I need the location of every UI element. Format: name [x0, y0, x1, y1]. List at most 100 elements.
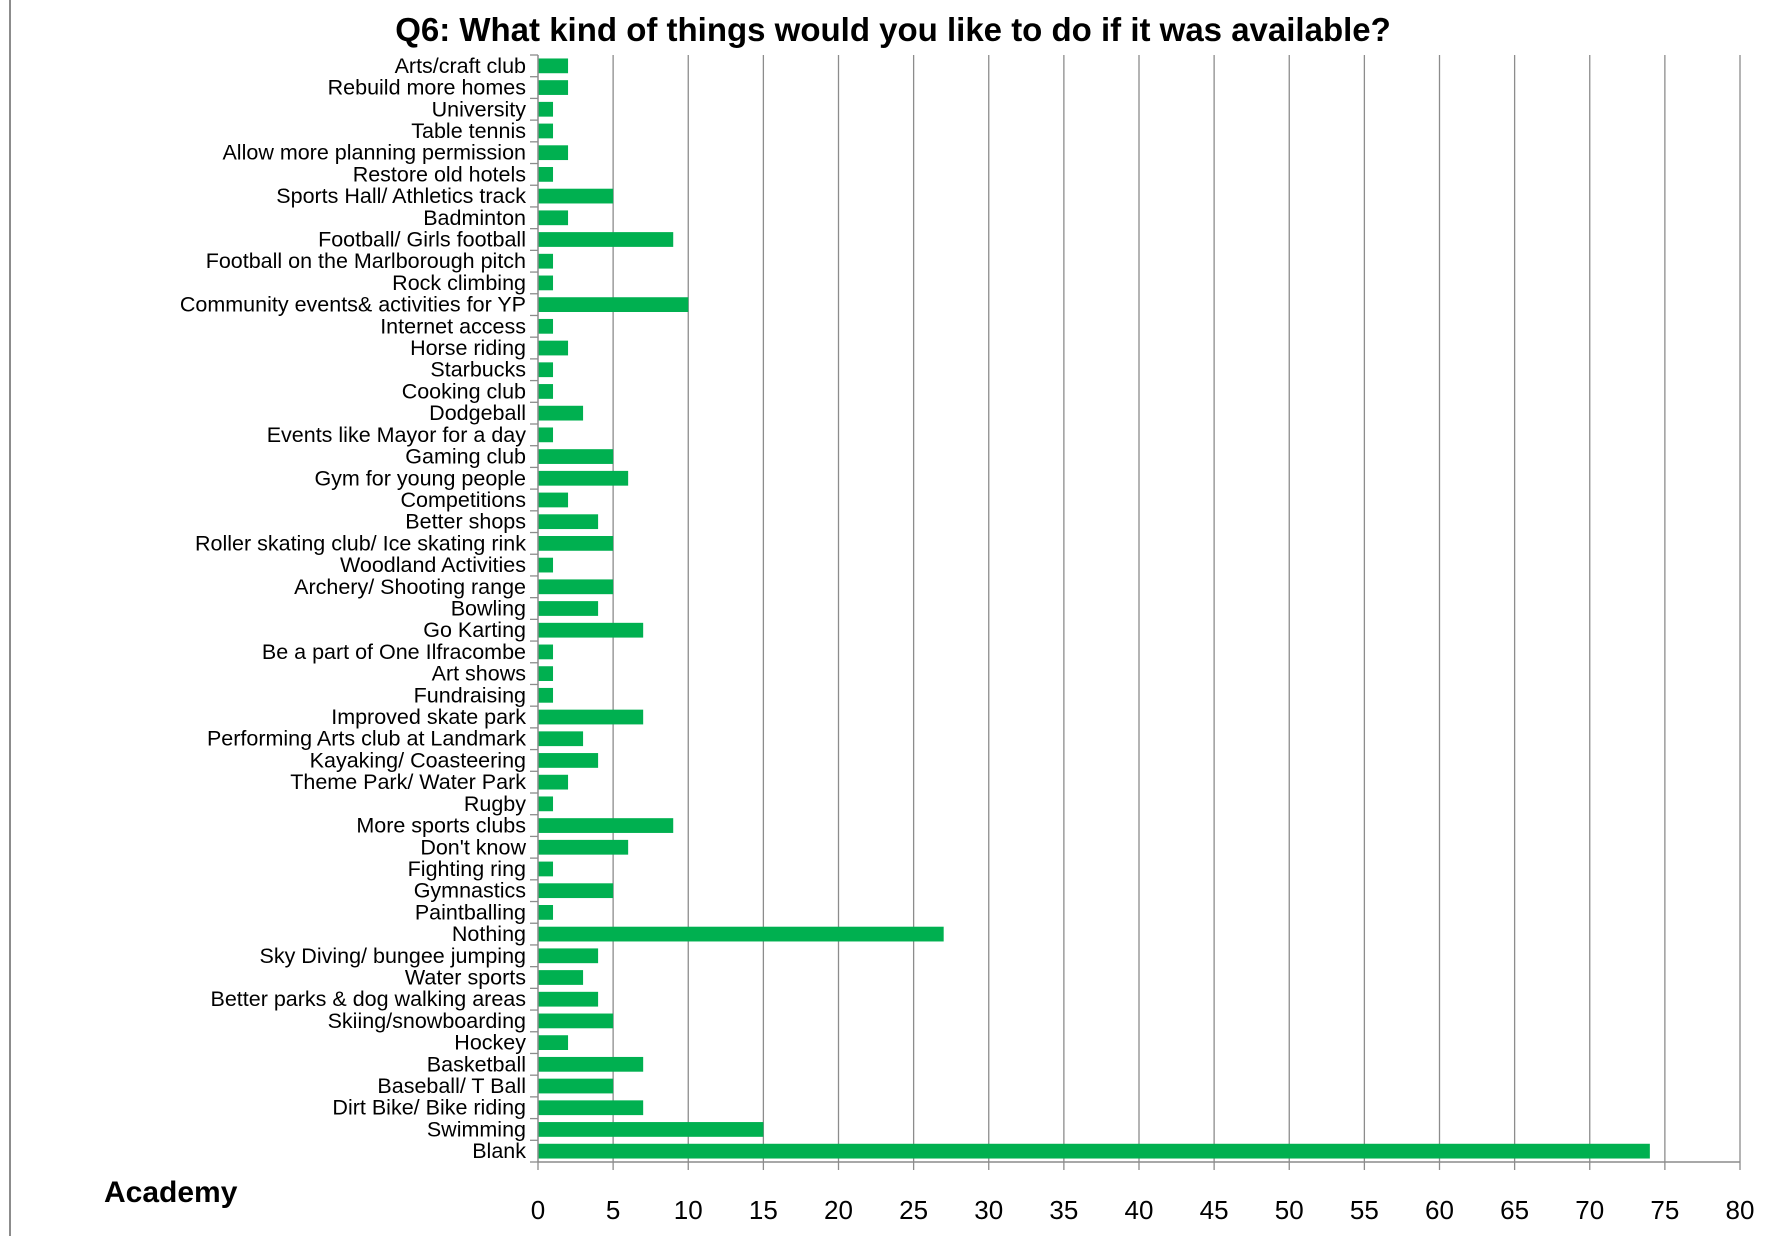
category-label: University: [432, 97, 527, 121]
category-label: Go Karting: [423, 618, 526, 642]
category-label: Cooking club: [402, 379, 526, 403]
bar: [538, 536, 614, 551]
bar: [538, 1122, 764, 1137]
category-label: Football/ Girls football: [318, 228, 526, 252]
category-label: Internet access: [380, 314, 526, 338]
category-label: Basketball: [427, 1052, 526, 1076]
bar: [538, 666, 554, 681]
category-label: Dodgeball: [429, 401, 526, 425]
bar: [538, 579, 614, 595]
category-label: Baseball/ T Ball: [377, 1074, 526, 1098]
category-label: Theme Park/ Water Park: [290, 770, 526, 794]
category-label: Rugby: [464, 792, 526, 816]
category-label: Fundraising: [414, 683, 526, 707]
x-tick-label: 60: [1425, 1195, 1454, 1225]
bar: [538, 297, 689, 312]
bar: [538, 839, 629, 855]
category-label: Fighting ring: [408, 857, 526, 881]
category-label: Gymnastics: [414, 879, 526, 903]
chart-title: Q6: What kind of things would you like t…: [395, 11, 1391, 48]
bar: [538, 58, 569, 74]
category-label: Woodland Activities: [340, 553, 526, 577]
category-label: Hockey: [454, 1031, 526, 1055]
category-label: Restore old hotels: [353, 162, 526, 186]
bar: [538, 731, 584, 747]
bar: [538, 1035, 569, 1050]
category-label: Dirt Bike/ Bike riding: [332, 1096, 526, 1120]
bar: [538, 449, 614, 464]
bar: [538, 405, 584, 421]
bar: [538, 1013, 614, 1029]
x-tick-label: 15: [749, 1195, 778, 1225]
category-label: Gaming club: [405, 445, 526, 469]
category-label: Table tennis: [411, 119, 526, 143]
bar: [538, 384, 554, 399]
x-tick-label: 10: [674, 1195, 703, 1225]
bar: [538, 492, 569, 508]
category-label: Improved skate park: [331, 705, 526, 729]
category-label: Competitions: [401, 488, 526, 512]
category-label: Art shows: [432, 662, 526, 686]
category-label: Blank: [472, 1139, 526, 1163]
category-label: Roller skating club/ Ice skating rink: [195, 531, 526, 555]
bar: [538, 644, 554, 660]
bar: [538, 188, 614, 204]
category-label: Horse riding: [410, 336, 526, 360]
bar: [538, 123, 554, 139]
bar: [538, 1143, 1650, 1159]
category-label: Better parks & dog walking areas: [211, 987, 527, 1011]
bar: [538, 622, 644, 638]
x-tick-label: 65: [1500, 1195, 1529, 1225]
bar: [538, 470, 629, 486]
x-tick-label: 30: [974, 1195, 1003, 1225]
bar: [538, 340, 569, 356]
x-tick-label: 50: [1275, 1195, 1304, 1225]
category-label: Nothing: [452, 922, 526, 946]
bar: [538, 905, 554, 920]
x-tick-label: 45: [1200, 1195, 1229, 1225]
category-label: Rebuild more homes: [328, 76, 526, 100]
bar: [538, 970, 584, 985]
x-tick-label: 70: [1575, 1195, 1604, 1225]
category-label: Events like Mayor for a day: [267, 423, 527, 447]
category-label: Sports Hall/ Athletics track: [276, 184, 526, 208]
bar: [538, 275, 554, 291]
x-tick-label: 35: [1049, 1195, 1078, 1225]
category-label: Better shops: [405, 510, 526, 534]
bar: [538, 883, 614, 899]
category-label: Archery/ Shooting range: [294, 575, 526, 599]
category-label: Sky Diving/ bungee jumping: [259, 944, 526, 968]
bar: [538, 557, 554, 573]
bar: [538, 948, 599, 964]
bar: [538, 926, 944, 942]
bar: [538, 818, 674, 833]
category-label: Paintballing: [415, 900, 526, 924]
category-label: Community events& activities for YP: [180, 293, 526, 317]
bar: [538, 210, 569, 226]
bar: [538, 796, 554, 812]
category-label: Swimming: [427, 1117, 526, 1141]
category-label: Starbucks: [430, 358, 526, 382]
bar: [538, 232, 674, 247]
category-label: Badminton: [423, 206, 526, 230]
category-label: Water sports: [405, 966, 526, 990]
x-tick-label: 40: [1125, 1195, 1154, 1225]
left-border-line: [9, 0, 11, 1236]
category-label: Arts/craft club: [395, 54, 526, 78]
bar: [538, 709, 644, 725]
category-label: Performing Arts club at Landmark: [207, 727, 526, 751]
bar: [538, 601, 599, 616]
bar: [538, 318, 554, 334]
x-tick-label: 80: [1726, 1195, 1755, 1225]
category-label: Gym for young people: [314, 466, 526, 490]
bar: [538, 514, 599, 530]
bar: [538, 80, 569, 95]
category-label: Be a part of One Ilfracombe: [262, 640, 526, 664]
category-label: Bowling: [451, 597, 526, 621]
x-tick-label: 55: [1350, 1195, 1379, 1225]
bar: [538, 362, 554, 378]
bar: [538, 774, 569, 790]
category-label: Rock climbing: [392, 271, 526, 295]
x-tick-label: 5: [606, 1195, 620, 1225]
category-label: Allow more planning permission: [222, 141, 526, 165]
